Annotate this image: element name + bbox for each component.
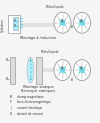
Text: $B_1$: $B_1$ <box>60 17 65 25</box>
Circle shape <box>54 60 71 81</box>
Text: δ: δ <box>10 112 12 116</box>
Text: $B_0$: $B_0$ <box>13 23 18 30</box>
Text: Montage statique: Montage statique <box>23 85 53 89</box>
Text: champ magnétique: champ magnétique <box>16 95 44 99</box>
Text: Montage à induction: Montage à induction <box>20 36 56 39</box>
Circle shape <box>74 60 90 81</box>
Text: $B_0$: $B_0$ <box>13 17 18 25</box>
Text: Métal liquide: Métal liquide <box>46 5 64 9</box>
Text: $B_1$: $B_1$ <box>60 65 65 72</box>
Circle shape <box>54 12 71 33</box>
Text: $B_0$: $B_0$ <box>70 77 75 84</box>
Text: Métal liquide: Métal liquide <box>41 50 59 54</box>
Ellipse shape <box>27 57 34 83</box>
Text: $B_g$: $B_g$ <box>5 75 10 82</box>
Text: F: F <box>10 100 12 104</box>
Text: $j$: $j$ <box>29 74 32 82</box>
Text: $B_2$: $B_2$ <box>79 65 85 72</box>
Text: Cylindres: Cylindres <box>1 18 5 31</box>
Text: force électromagnétique: force électromagnétique <box>16 100 51 104</box>
Text: $B_0$: $B_0$ <box>70 23 75 31</box>
Text: B: B <box>10 95 12 99</box>
Circle shape <box>74 12 90 33</box>
FancyBboxPatch shape <box>10 57 15 84</box>
Text: $j$: $j$ <box>29 56 32 64</box>
Text: courant électrique: courant électrique <box>16 106 42 110</box>
Bar <box>12 17 18 30</box>
Text: densité de courant: densité de courant <box>16 112 43 116</box>
FancyBboxPatch shape <box>36 57 42 84</box>
Text: $B_g$: $B_g$ <box>5 56 10 63</box>
Text: j: j <box>10 106 11 110</box>
Text: Renvoyer statiques: Renvoyer statiques <box>21 89 55 93</box>
FancyBboxPatch shape <box>8 15 20 33</box>
Text: $B_2$: $B_2$ <box>79 17 85 25</box>
